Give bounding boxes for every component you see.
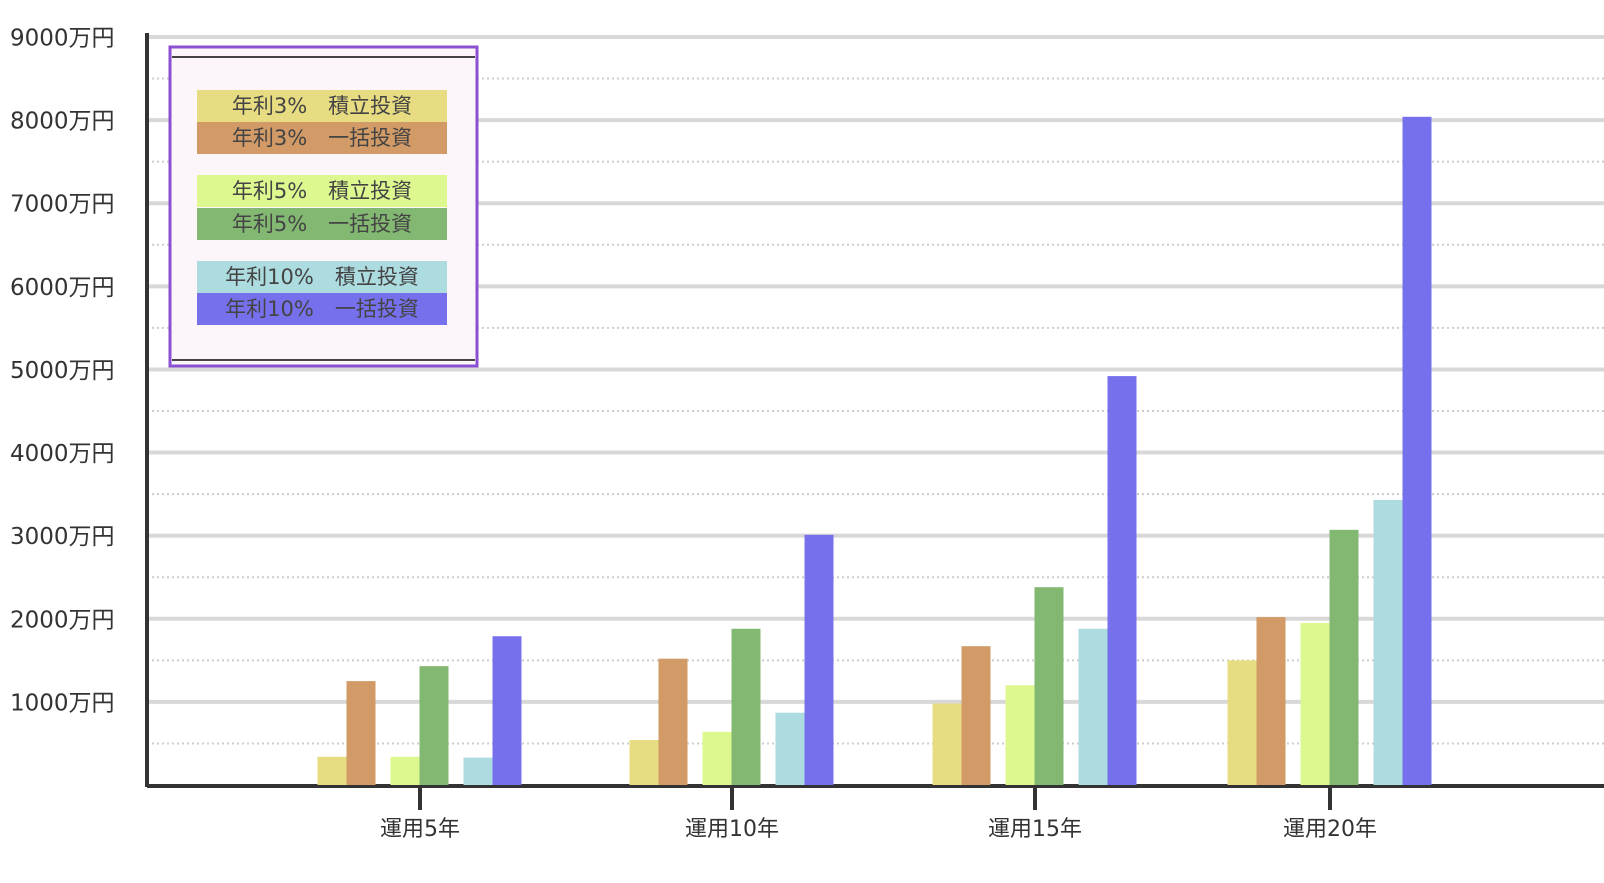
bar xyxy=(932,703,962,785)
bar xyxy=(702,731,732,785)
legend-swatch xyxy=(197,175,447,207)
bar xyxy=(731,628,761,785)
y-tick-label: 1000万円 xyxy=(10,690,115,716)
legend-label: 年利3% 一括投資 xyxy=(232,126,412,150)
y-tick-label: 8000万円 xyxy=(10,109,115,135)
legend-swatch xyxy=(197,293,447,325)
bar xyxy=(1300,622,1330,785)
bar xyxy=(390,756,420,785)
bar xyxy=(1005,685,1035,785)
y-tick-label: 4000万円 xyxy=(10,441,115,467)
bar xyxy=(1227,660,1257,785)
bar xyxy=(1373,499,1403,785)
bar xyxy=(1078,628,1108,785)
legend-swatch xyxy=(197,261,447,293)
legend-label: 年利5% 積立投資 xyxy=(232,179,412,203)
bar xyxy=(961,646,991,785)
bar xyxy=(317,756,347,785)
y-tick-label: 9000万円 xyxy=(10,26,115,52)
x-tick-label: 運用20年 xyxy=(1283,817,1377,842)
legend-label: 年利10% 積立投資 xyxy=(225,265,419,289)
bar xyxy=(346,681,376,785)
bar xyxy=(1034,587,1064,785)
bar xyxy=(804,534,834,785)
bar xyxy=(419,666,449,785)
legend-swatch xyxy=(197,208,447,240)
bar xyxy=(1256,617,1286,785)
bar xyxy=(1402,116,1432,785)
y-tick-label: 6000万円 xyxy=(10,275,115,301)
bar xyxy=(1107,376,1137,785)
legend-label: 年利10% 一括投資 xyxy=(225,297,419,321)
legend-label: 年利3% 積立投資 xyxy=(232,94,412,118)
bar xyxy=(1329,529,1359,785)
legend-swatch xyxy=(197,122,447,154)
legend-label: 年利5% 一括投資 xyxy=(232,212,412,236)
y-tick-label: 3000万円 xyxy=(10,524,115,550)
bar xyxy=(658,658,688,785)
bar xyxy=(463,757,493,785)
x-tick-label: 運用10年 xyxy=(685,817,779,842)
y-tick-label: 7000万円 xyxy=(10,192,115,218)
y-tick-label: 2000万円 xyxy=(10,607,115,633)
x-tick-label: 運用15年 xyxy=(988,817,1082,842)
legend-swatch xyxy=(197,90,447,122)
x-tick-label: 運用5年 xyxy=(380,817,460,842)
bar xyxy=(775,712,805,785)
y-tick-label: 5000万円 xyxy=(10,358,115,384)
bar xyxy=(492,636,522,785)
bar xyxy=(629,740,659,785)
